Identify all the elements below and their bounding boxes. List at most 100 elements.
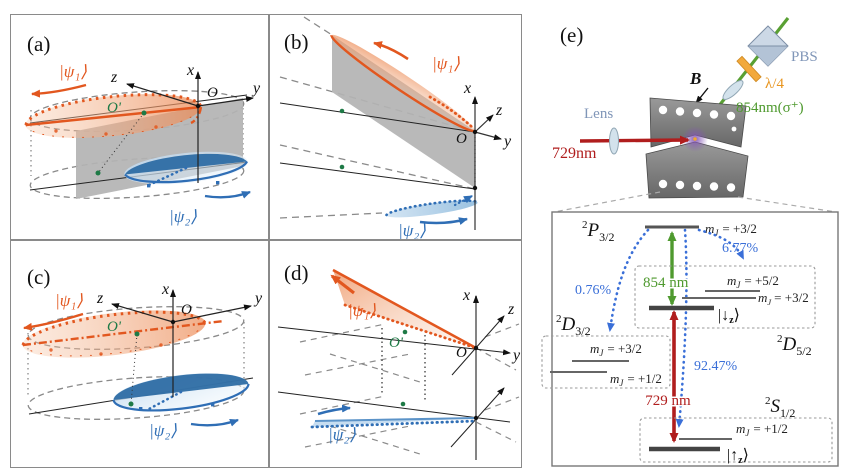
mj-d32-lower-label: mJ = +1/2 bbox=[610, 371, 662, 388]
axis-x-label: x bbox=[463, 80, 471, 97]
branch-d52-percent: 6.77% bbox=[722, 241, 759, 256]
coordinate-axes bbox=[111, 288, 252, 397]
grid-horizontal-divider bbox=[11, 239, 521, 241]
waveplate-quarter bbox=[736, 55, 762, 83]
axis-z-label: z bbox=[507, 301, 515, 318]
beam-854-label: 854nm(σ⁺) bbox=[736, 100, 804, 116]
origin-prime-markers bbox=[95, 110, 147, 176]
origin-label: O bbox=[456, 131, 467, 147]
state-disk-psi2 bbox=[112, 372, 250, 412]
panel-a: (a) x y z O O' |ψ₁⟩ |ψ₂⟩ bbox=[24, 32, 261, 226]
axis-x-label: x bbox=[186, 62, 194, 79]
disk-axis-lines bbox=[279, 102, 475, 190]
mj-d52-upper-label: mJ = +5/2 bbox=[727, 273, 779, 290]
psi1-label: |ψ₁⟩ bbox=[59, 62, 87, 81]
panel-e: (e) bbox=[541, 17, 839, 467]
branch-s12-percent: 92.47% bbox=[694, 359, 738, 374]
perspective-dashed-lines bbox=[299, 322, 519, 455]
lens-854-icon bbox=[722, 80, 744, 100]
state-disk-psi1-edge bbox=[329, 34, 475, 133]
b-field-arrow bbox=[695, 87, 709, 104]
term-p32-label: 2P3/2 bbox=[582, 219, 614, 244]
mj-p32-label: mJ = +3/2 bbox=[705, 221, 757, 238]
panel-grid: (a) x y z O O' |ψ₁⟩ |ψ₂⟩ bbox=[10, 14, 522, 468]
origin-prime-markers bbox=[128, 331, 140, 406]
psi2-label: |ψ₂⟩ bbox=[398, 221, 426, 239]
panel-d-tag: (d) bbox=[284, 261, 309, 285]
psi2-label: |ψ₂⟩ bbox=[169, 207, 197, 226]
psi1-label: |ψ₁⟩ bbox=[348, 301, 376, 320]
psi1-rotation-arrow bbox=[31, 83, 87, 98]
transition-729-label: 729 nm bbox=[645, 393, 691, 409]
transition-854-label: 854 nm bbox=[643, 275, 689, 291]
panel-b: (b) x y z O |ψ₁⟩ |ψ₂⟩ bbox=[279, 16, 512, 239]
panel-b-tag: (b) bbox=[284, 30, 309, 54]
axis-y-label: y bbox=[511, 347, 521, 364]
origin-prime-label: O' bbox=[107, 319, 122, 335]
psi2-rotation-arrow bbox=[419, 217, 468, 225]
axis-x-label: x bbox=[161, 281, 169, 298]
state-disk-psi2-edge bbox=[384, 194, 479, 218]
state-disk-psi1 bbox=[24, 93, 203, 138]
branch-arrow-to-s12 bbox=[675, 228, 688, 428]
panel-a-tag: (a) bbox=[27, 32, 50, 56]
psi1-rotation-arrow bbox=[372, 41, 409, 61]
panel-e-tag: (e) bbox=[560, 23, 583, 47]
ket-up-label: |↑z⟩ bbox=[727, 447, 749, 466]
panel-c: (c) x y z O O' |ψ₁⟩ |ψ₂⟩ bbox=[21, 265, 263, 440]
level-diagram-box bbox=[551, 211, 839, 467]
panel-d: (d) x y z O O' |ψ₁⟩ |ψ₂⟩ bbox=[277, 261, 521, 460]
b-field-label: B bbox=[689, 69, 701, 88]
axis-z-label: z bbox=[96, 290, 104, 307]
zoom-connector-lines bbox=[553, 191, 837, 213]
mirror-plane bbox=[331, 35, 475, 188]
axis-z-label: z bbox=[495, 102, 503, 119]
branch-d32-percent: 0.76% bbox=[575, 283, 612, 298]
panel-c-tag: (c) bbox=[27, 265, 50, 289]
axis-y-label: y bbox=[251, 80, 261, 97]
ion-trap-blades bbox=[645, 97, 749, 199]
mj-d52-lower-label: mJ = +3/2 bbox=[758, 290, 809, 307]
psi1-label: |ψ₁⟩ bbox=[55, 291, 83, 310]
term-s12-label: 2S1/2 bbox=[765, 395, 795, 420]
origin-prime-label: O' bbox=[107, 100, 122, 116]
origin-label: O bbox=[181, 302, 192, 318]
term-d32-label: 2D3/2 bbox=[556, 313, 591, 338]
state-wedge-psi1 bbox=[329, 268, 477, 349]
origin-label: O bbox=[207, 85, 218, 101]
state-disk-psi2 bbox=[124, 151, 249, 188]
projection-dotted-lines bbox=[380, 327, 426, 402]
d32-box bbox=[541, 335, 671, 389]
pbs-cube bbox=[747, 25, 789, 67]
waveplate-label: λ/4 bbox=[765, 76, 784, 92]
origin-label: O bbox=[456, 345, 467, 361]
grid-vertical-divider bbox=[268, 15, 270, 467]
axis-x-label: x bbox=[462, 287, 470, 304]
trapped-ion bbox=[682, 126, 708, 152]
pbs-label: PBS bbox=[791, 49, 818, 65]
psi2-rotation-arrow bbox=[204, 190, 251, 199]
axis-y-label: y bbox=[253, 290, 263, 307]
beam-729-label: 729nm bbox=[552, 145, 597, 162]
psi2-rotation-arrow bbox=[190, 418, 239, 427]
x-axis bbox=[472, 294, 479, 460]
state-disk-psi1 bbox=[21, 309, 225, 358]
coordinate-axes bbox=[126, 71, 254, 183]
psi2-label: |ψ₂⟩ bbox=[328, 425, 356, 444]
mj-d32-upper-label: mJ = +3/2 bbox=[590, 341, 642, 358]
ket-down-label: |↓z⟩ bbox=[718, 307, 740, 326]
axis-y-label: y bbox=[502, 133, 512, 150]
d52-box bbox=[634, 265, 816, 329]
lens-729-icon bbox=[609, 127, 619, 155]
s12-box bbox=[639, 417, 833, 463]
state-wedge-psi2 bbox=[310, 404, 477, 428]
lens-label: Lens bbox=[584, 106, 613, 122]
branch-arrow-to-d52 bbox=[697, 228, 745, 260]
mj-s12-label: mJ = +1/2 bbox=[736, 421, 788, 438]
psi2-label: |ψ₂⟩ bbox=[149, 421, 177, 440]
origin-prime-markers bbox=[339, 108, 344, 170]
axis-z-label: z bbox=[110, 69, 118, 86]
origin-prime-label: O' bbox=[388, 335, 403, 351]
beam-729-line bbox=[579, 135, 690, 145]
